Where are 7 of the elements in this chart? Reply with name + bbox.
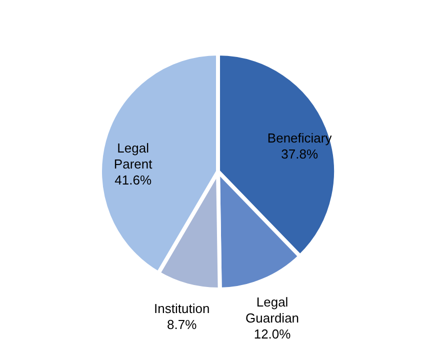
data-label: 37.8% bbox=[281, 146, 318, 162]
slice-label: Legal Guardian bbox=[246, 294, 300, 326]
data-label: 41.6% bbox=[114, 172, 152, 188]
data-label: 8.7% bbox=[167, 316, 198, 332]
slice-label: Legal Parent bbox=[114, 140, 153, 172]
slice-label: Institution bbox=[154, 300, 210, 316]
data-label: 12.0% bbox=[254, 326, 292, 342]
